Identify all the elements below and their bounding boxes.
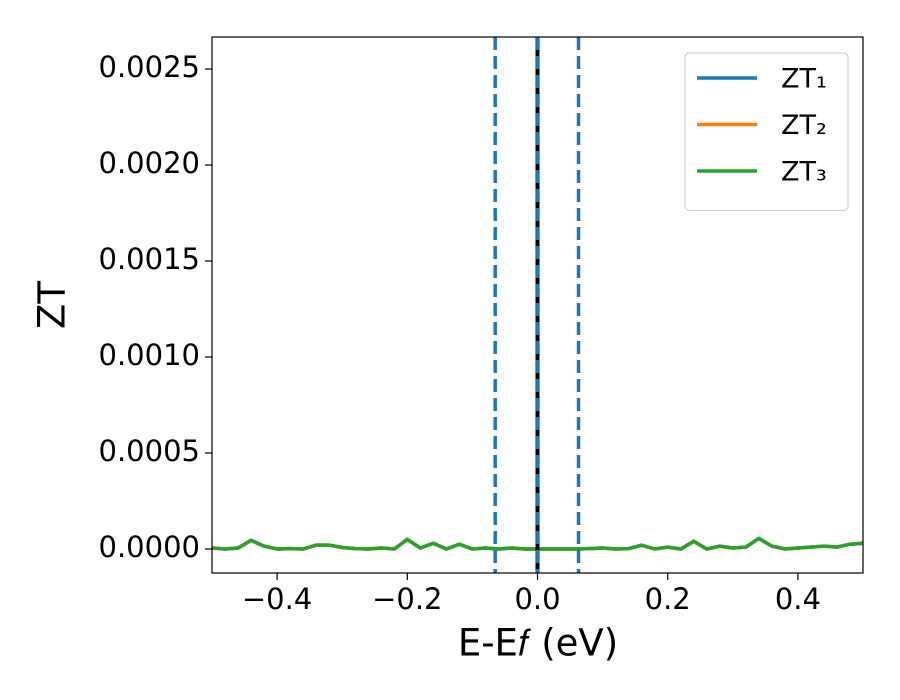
- plot-frame: [211, 36, 864, 574]
- x-tick-label: 0.4: [775, 582, 821, 616]
- x-tick-label: −0.4: [242, 582, 312, 616]
- y-tick-label: 0.0010: [99, 338, 200, 372]
- y-tick-label: 0.0025: [99, 50, 200, 84]
- y-tick-label: 0.0020: [99, 146, 200, 180]
- y-tick-label: 0.0015: [99, 242, 200, 276]
- legend-label: ZT₃: [781, 157, 827, 188]
- y-tick-label: 0.0005: [99, 434, 200, 468]
- legend-label: ZT₁: [781, 64, 827, 95]
- legend-label: ZT₂: [781, 110, 827, 141]
- x-axis-label: E-E𝑓 (eV): [458, 622, 618, 665]
- y-tick-label: 0.0000: [99, 530, 200, 564]
- y-axis-label: ZT: [31, 281, 74, 329]
- x-tick-label: 0.0: [514, 582, 560, 616]
- x-tick-label: 0.2: [645, 582, 691, 616]
- x-tick-label: −0.2: [372, 582, 442, 616]
